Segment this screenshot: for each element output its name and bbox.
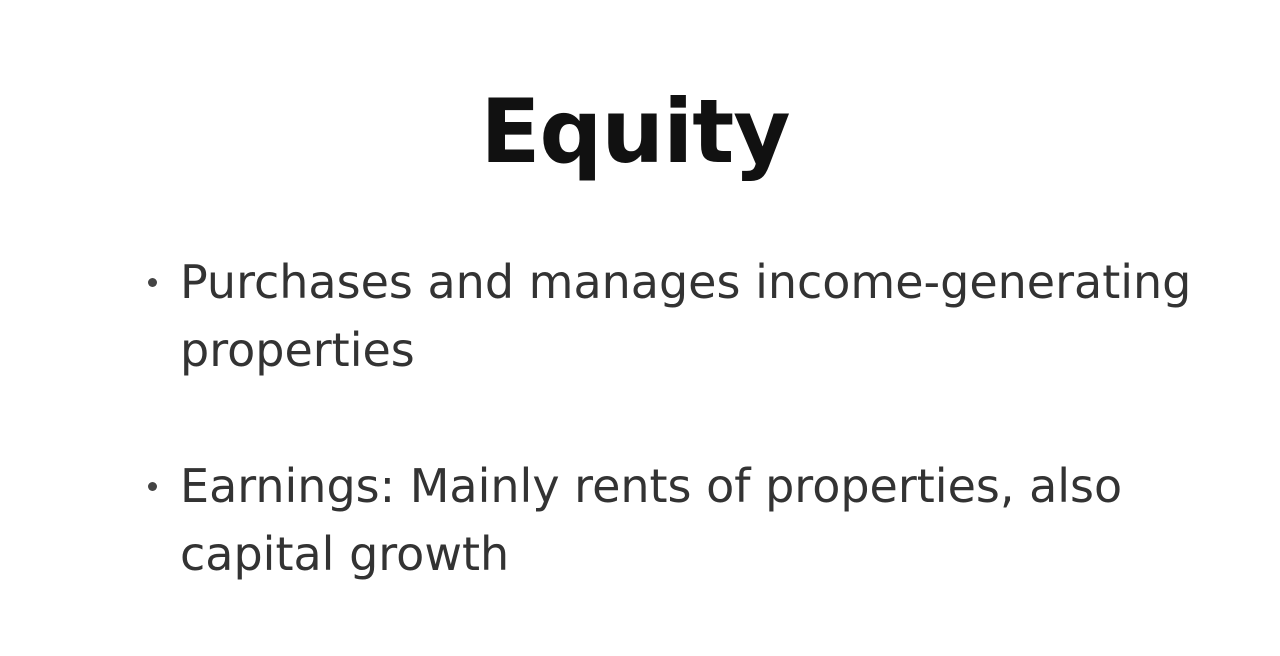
bullet-item: Purchases and manages income-generating … <box>144 248 1254 384</box>
bullet-text: Earnings: Mainly rents of properties, al… <box>180 459 1123 581</box>
bullet-point-icon <box>148 278 157 287</box>
bullet-list: Purchases and manages income-generating … <box>144 248 1254 656</box>
slide: Equity Purchases and manages income-gene… <box>148 80 1192 581</box>
slide-title: Equity <box>480 80 790 183</box>
bullet-item: Earnings: Mainly rents of properties, al… <box>144 452 1254 588</box>
bullet-text: Purchases and manages income-generating … <box>180 255 1192 377</box>
bullet-point-icon <box>148 482 157 491</box>
